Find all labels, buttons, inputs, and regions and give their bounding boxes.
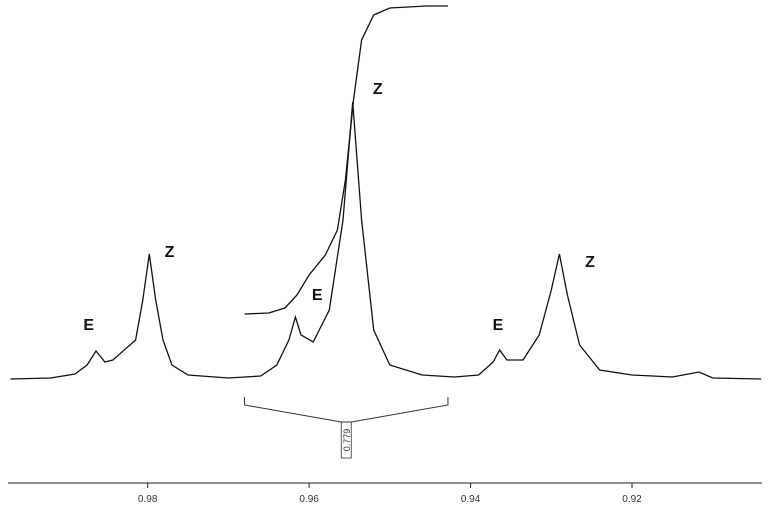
spectrum-line [244,5,448,315]
peak-label: Z [165,244,175,261]
peak-label: Z [585,254,595,271]
x-tick-label: 0.98 [138,494,158,505]
integral-bracket [244,397,449,423]
x-tick-label: 0.94 [461,494,481,505]
peak-label: Z [373,81,383,98]
x-tick-label: 0.92 [622,494,642,505]
spectrum-line [10,101,762,380]
integral-value: 0.779 [342,429,352,452]
x-tick-label: 0.96 [299,494,319,505]
peak-label: E [312,287,323,304]
peak-label: E [493,317,504,334]
peak-label: E [83,317,94,334]
integral-box [340,421,352,459]
